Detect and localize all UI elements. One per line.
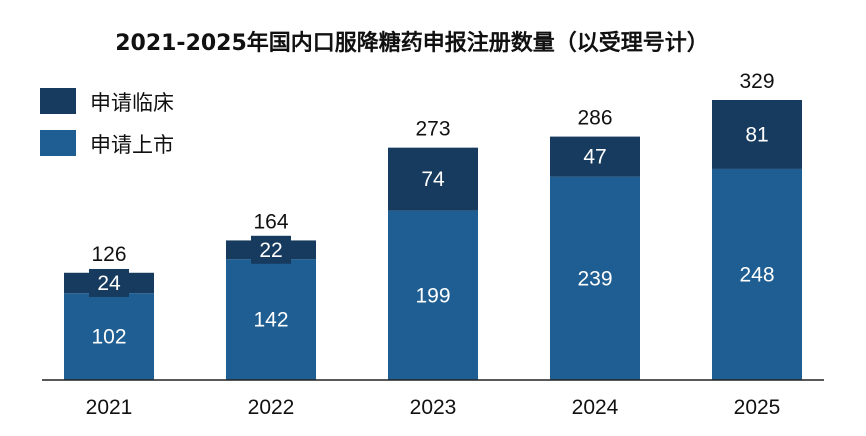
legend-label-clinical: 申请临床 <box>90 91 174 115</box>
label-market-2024: 239 <box>577 267 612 290</box>
legend-label-market: 申请上市 <box>90 133 174 157</box>
legend-swatch-market <box>40 130 76 156</box>
chart-title: 2021-2025年国内口服降糖药申报注册数量（以受理号计） <box>115 30 709 56</box>
label-box-clinical-2021 <box>89 268 129 297</box>
label-clinical-2022: 22 <box>259 239 282 262</box>
legend: 申请临床 申请上市 <box>40 88 174 157</box>
label-market-2022: 142 <box>253 309 288 332</box>
label-clinical-2024: 47 <box>583 146 606 169</box>
x-tick-2023: 2023 <box>410 396 457 419</box>
legend-swatch-clinical <box>40 88 76 114</box>
label-market-2025: 248 <box>739 263 774 286</box>
label-box-clinical-2022 <box>251 235 291 264</box>
x-axis-ticks: 2021 2022 2023 2024 2025 <box>86 396 781 419</box>
bar-clinical-2023 <box>388 147 478 211</box>
bar-market-2024 <box>550 176 640 380</box>
bar-market-2023 <box>388 210 478 380</box>
bar-market-2022 <box>226 259 316 380</box>
label-market-2021: 102 <box>91 326 126 349</box>
bars <box>64 100 802 380</box>
label-total-2024: 286 <box>577 107 612 130</box>
x-tick-2024: 2024 <box>572 396 619 419</box>
label-total-2025: 329 <box>739 70 774 93</box>
bar-clinical-2024 <box>550 136 640 177</box>
label-market-2023: 199 <box>415 284 450 307</box>
data-labels: 102 24 126 142 22 164 199 74 273 239 47 286 248 81 329 <box>89 70 775 349</box>
x-tick-2025: 2025 <box>734 396 781 419</box>
label-total-2023: 273 <box>415 118 450 141</box>
label-clinical-2023: 74 <box>421 168 445 191</box>
label-total-2022: 164 <box>253 210 288 233</box>
bar-market-2021 <box>64 293 154 380</box>
bar-market-2025 <box>712 168 802 380</box>
x-tick-2021: 2021 <box>86 396 133 419</box>
label-clinical-2021: 24 <box>97 272 121 295</box>
bar-clinical-2025 <box>712 100 802 169</box>
x-tick-2022: 2022 <box>248 396 295 419</box>
label-clinical-2025: 81 <box>745 123 768 146</box>
label-total-2021: 126 <box>91 243 126 266</box>
